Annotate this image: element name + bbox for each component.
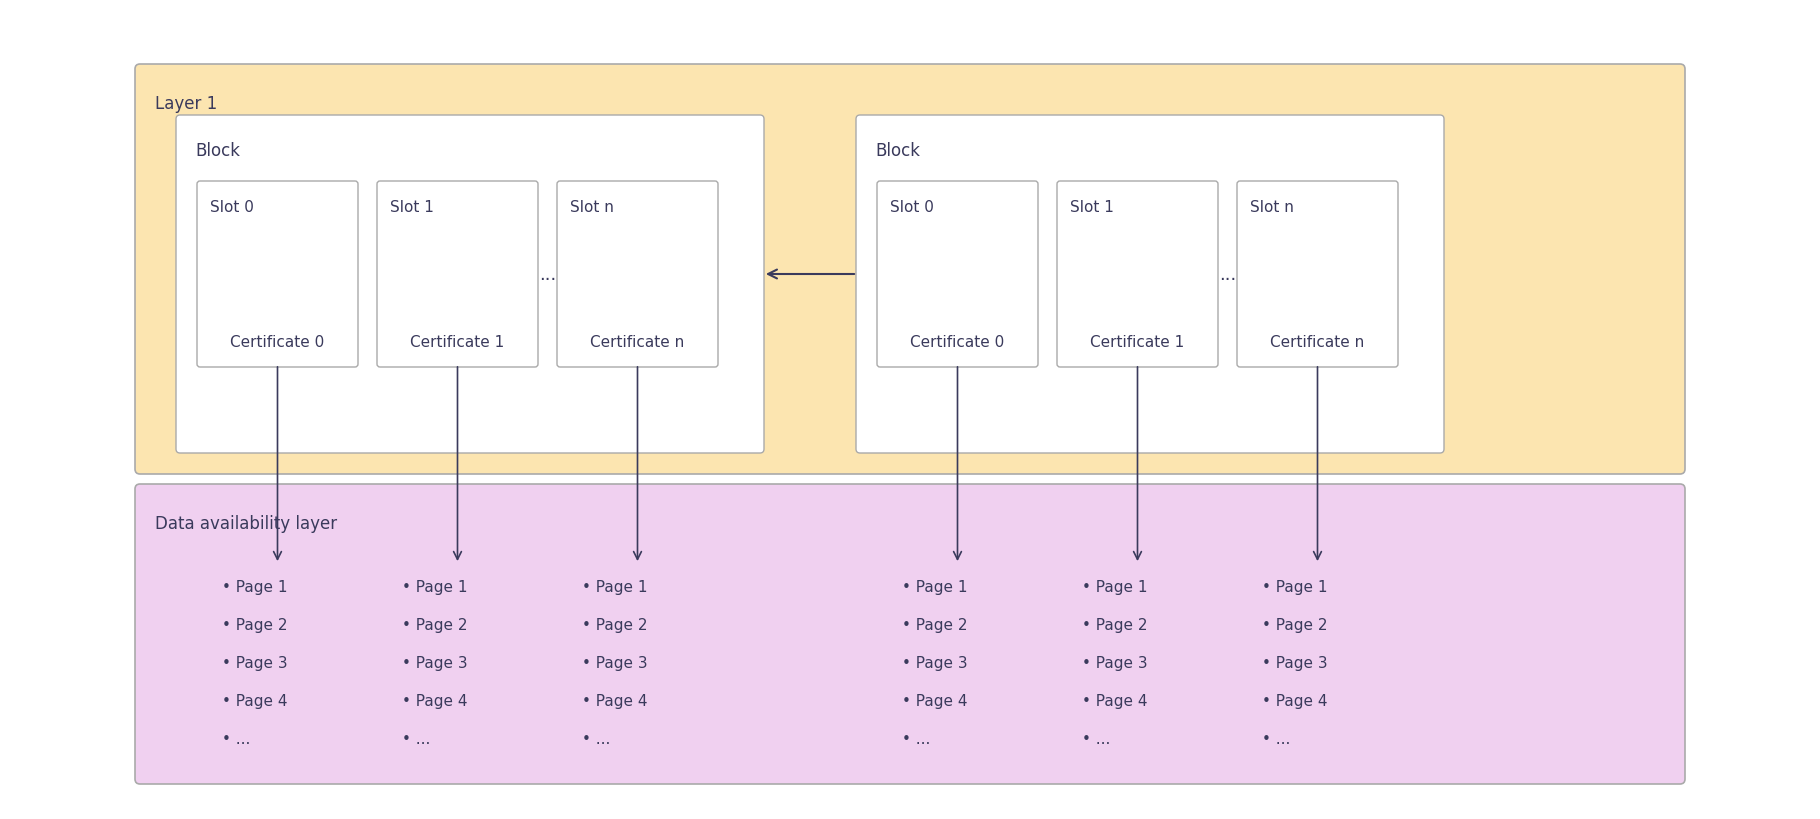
Text: • Page 4: • Page 4 xyxy=(402,693,468,708)
Text: • Page 2: • Page 2 xyxy=(1263,618,1329,632)
Text: • Page 1: • Page 1 xyxy=(903,579,968,595)
Text: ...: ... xyxy=(539,265,557,283)
Text: • Page 3: • Page 3 xyxy=(222,655,288,670)
Text: • Page 2: • Page 2 xyxy=(222,618,288,632)
Text: Slot n: Slot n xyxy=(570,200,613,215)
FancyBboxPatch shape xyxy=(197,182,359,368)
Text: • Page 1: • Page 1 xyxy=(222,579,288,595)
Text: Block: Block xyxy=(195,142,240,160)
Text: Certificate 1: Certificate 1 xyxy=(1090,335,1185,350)
Text: Data availability layer: Data availability layer xyxy=(155,514,337,532)
FancyBboxPatch shape xyxy=(177,115,764,454)
Text: • ...: • ... xyxy=(222,731,251,746)
Text: • Page 4: • Page 4 xyxy=(1083,693,1148,708)
FancyBboxPatch shape xyxy=(1057,182,1218,368)
Text: Slot 1: Slot 1 xyxy=(389,200,433,215)
Text: • ...: • ... xyxy=(402,731,431,746)
Text: Slot n: Slot n xyxy=(1250,200,1294,215)
Text: Certificate 0: Certificate 0 xyxy=(231,335,324,350)
Text: • Page 4: • Page 4 xyxy=(582,693,648,708)
Text: • ...: • ... xyxy=(1083,731,1110,746)
Text: Layer 1: Layer 1 xyxy=(155,95,217,113)
Text: • Page 2: • Page 2 xyxy=(1083,618,1148,632)
Text: Certificate 1: Certificate 1 xyxy=(410,335,504,350)
Text: Certificate n: Certificate n xyxy=(590,335,684,350)
FancyBboxPatch shape xyxy=(877,182,1037,368)
FancyBboxPatch shape xyxy=(855,115,1443,454)
Text: • Page 1: • Page 1 xyxy=(402,579,468,595)
FancyBboxPatch shape xyxy=(557,182,719,368)
Text: Slot 0: Slot 0 xyxy=(890,200,934,215)
Text: • ...: • ... xyxy=(903,731,930,746)
Text: • Page 4: • Page 4 xyxy=(222,693,288,708)
FancyBboxPatch shape xyxy=(1238,182,1398,368)
Text: • Page 1: • Page 1 xyxy=(1263,579,1329,595)
Text: • Page 3: • Page 3 xyxy=(402,655,468,670)
Text: • Page 4: • Page 4 xyxy=(1263,693,1329,708)
Text: Slot 1: Slot 1 xyxy=(1070,200,1114,215)
Text: Certificate 0: Certificate 0 xyxy=(910,335,1005,350)
Text: • Page 2: • Page 2 xyxy=(582,618,648,632)
Text: Slot 0: Slot 0 xyxy=(209,200,253,215)
Text: • Page 4: • Page 4 xyxy=(903,693,968,708)
FancyBboxPatch shape xyxy=(377,182,539,368)
Text: Certificate n: Certificate n xyxy=(1270,335,1365,350)
Text: • ...: • ... xyxy=(582,731,612,746)
Text: • ...: • ... xyxy=(1263,731,1290,746)
FancyBboxPatch shape xyxy=(135,65,1685,474)
Text: ...: ... xyxy=(1219,265,1236,283)
Text: • Page 3: • Page 3 xyxy=(903,655,968,670)
Text: • Page 2: • Page 2 xyxy=(903,618,968,632)
Text: • Page 1: • Page 1 xyxy=(582,579,648,595)
Text: • Page 3: • Page 3 xyxy=(1263,655,1329,670)
Text: Block: Block xyxy=(875,142,919,160)
Text: • Page 3: • Page 3 xyxy=(582,655,648,670)
FancyBboxPatch shape xyxy=(135,484,1685,784)
Text: • Page 1: • Page 1 xyxy=(1083,579,1148,595)
Text: • Page 2: • Page 2 xyxy=(402,618,468,632)
Text: • Page 3: • Page 3 xyxy=(1083,655,1148,670)
